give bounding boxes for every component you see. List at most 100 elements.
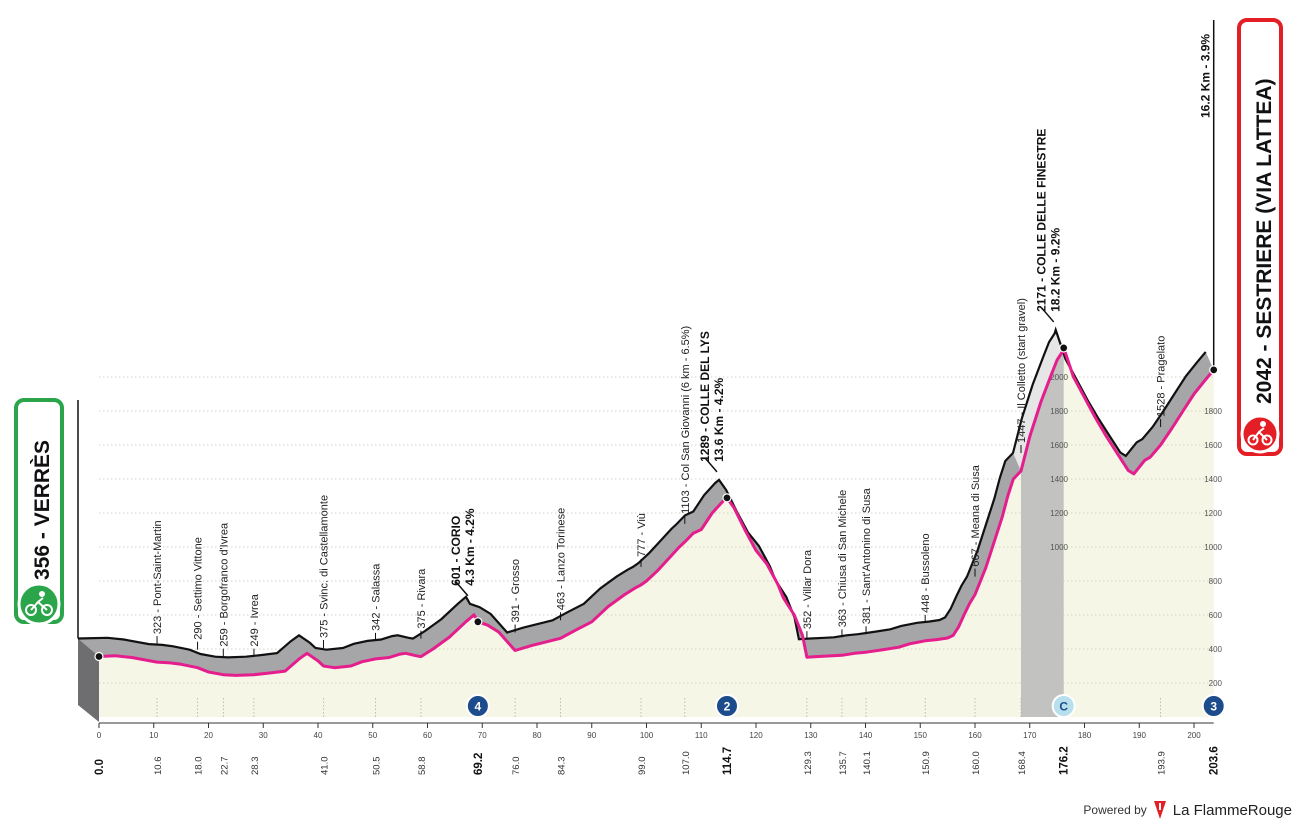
altitude-tick-label: 1400 <box>1050 475 1068 484</box>
poi-label: 2171 - COLLE DELLE FINESTRE <box>1035 129 1049 312</box>
altitude-tick-label: 1400 <box>1204 475 1222 484</box>
climb-badge-label: C <box>1059 700 1068 714</box>
kom-marker <box>473 617 483 627</box>
cyclist-icon-glyph <box>1247 421 1273 446</box>
climb-badge-label: 4 <box>475 700 482 714</box>
profile-top-edge <box>77 326 1207 659</box>
flamme-rouge-icon <box>1153 801 1166 819</box>
poi-label: 352 - Villar Dora <box>802 549 814 629</box>
points-of-interest-layer: 323 - Pont-Saint-Martin 290 - Settimo Vit… <box>94 34 1219 662</box>
start-badge: 356 - VERRÈS <box>14 398 64 626</box>
poi-label: 381 - Sant'Antonino di Susa <box>861 487 873 624</box>
poi-label: 391 - Grosso <box>510 559 522 623</box>
km-axis-tick-label: 180 <box>1078 731 1092 740</box>
start-marker <box>94 651 104 662</box>
poi-km-label: 50.5 <box>371 757 382 776</box>
poi-label: 601 - CORIO <box>449 516 463 586</box>
start-badge-label: 356 - VERRÈS <box>31 440 54 580</box>
altitude-tick-label: 600 <box>1209 611 1223 620</box>
powered-by-text: Powered by <box>1083 803 1147 817</box>
finish-badge: 2042 - SESTRIERE (VIA LATTEA) <box>1237 18 1283 456</box>
altitude-tick-label: 400 <box>1209 645 1223 654</box>
cyclist-icon-glyph <box>25 591 53 616</box>
chart-background-layer: 1000 1200 1400 1600 1800 2000 200 400 600 800 1000… <box>99 347 1223 717</box>
km-axis-tick-label: 120 <box>749 731 763 740</box>
poi-label: 290 - Settimo Vittone <box>193 537 205 640</box>
poi-km-label: 176.2 <box>1059 746 1071 775</box>
altitude-tick-label: 1600 <box>1050 441 1068 450</box>
poi-km-label: 58.8 <box>417 757 428 776</box>
poi-label: 259 - Borgofranco d'Ivrea <box>218 522 230 647</box>
kom-leader-line <box>704 457 718 473</box>
altitude-tick-label: 800 <box>1209 577 1223 586</box>
poi-km-label: 150.9 <box>921 751 932 775</box>
start-wall <box>78 638 99 722</box>
poi-km-label: 168.4 <box>1017 751 1028 775</box>
km-axis-tick-label: 10 <box>149 731 158 740</box>
km-axis-tick-label: 110 <box>695 731 708 740</box>
poi-km-label: 114.7 <box>722 747 734 775</box>
poi-sub-label: 13.6 Km - 4.2% <box>712 377 726 461</box>
poi-km-label: 193.9 <box>1157 751 1168 775</box>
climb-badge <box>1051 694 1076 718</box>
poi-label: 1528 - Pragelato <box>1156 336 1168 417</box>
poi-label: 777 - Viù <box>636 513 648 557</box>
altitude-tick-label: 1000 <box>1204 543 1222 552</box>
km-axis-tick-label: 20 <box>204 731 213 740</box>
poi-km-label: 22.7 <box>219 757 230 776</box>
poi-sub-label: 18.2 Km - 9.2% <box>1049 228 1063 312</box>
poi-km-label: 160.0 <box>971 751 982 775</box>
poi-km-label: 41.0 <box>319 757 330 776</box>
poi-km-label: 84.3 <box>557 757 568 776</box>
kom-marker <box>1059 343 1069 353</box>
poi-label: 249 - Ivrea <box>249 593 261 646</box>
altitude-tick-label: 200 <box>1209 679 1223 688</box>
climb-badges-layer: 4 2 C 3 <box>465 694 1226 718</box>
poi-km-label: 129.3 <box>803 751 814 775</box>
poi-label: 323 - Pont-Saint-Martin <box>152 520 164 634</box>
poi-label: 375 - Svinc. di Castellamonte <box>318 495 330 638</box>
km-axis-tick-label: 80 <box>533 731 542 740</box>
poi-label: 1447 - Il Colletto (start gravel) <box>1016 298 1028 443</box>
km-axis-layer: 0 10 20 30 40 50 60 70 80 90 100 110 120 130 140 150 160… <box>94 722 1221 776</box>
altitude-tick-label: 1600 <box>1204 441 1222 450</box>
brand-text: La FlammeRouge <box>1172 801 1292 819</box>
poi-km-label: 76.0 <box>511 757 522 776</box>
poi-label: 1103 - Col San Giovanni (6 km - 6.5%) <box>680 326 692 514</box>
poi-km-label: 140.1 <box>862 751 873 775</box>
altitude-tick-label: 1800 <box>1204 407 1222 416</box>
ground-area <box>99 347 1214 717</box>
climb-badge <box>465 694 490 718</box>
poi-km-label: 18.0 <box>194 757 205 776</box>
footer: Powered by La FlammeRouge <box>1083 801 1292 819</box>
altitude-tick-label: 1800 <box>1050 407 1068 416</box>
altitude-tick-label: 1000 <box>1050 543 1068 552</box>
poi-km-label: 69.2 <box>473 753 485 775</box>
climb-badge <box>714 694 739 718</box>
finish-badge-label: 2042 - SESTRIERE (VIA LATTEA) <box>1253 78 1276 404</box>
km-axis-tick-label: 170 <box>1023 731 1037 740</box>
kom-marker <box>722 493 732 503</box>
profile-elevation-line <box>98 346 1215 677</box>
poi-km-label: 203.6 <box>1209 746 1221 775</box>
poi-km-label: 10.6 <box>153 757 164 776</box>
poi-label: 342 - Salassa <box>370 563 382 631</box>
climb-badge <box>1201 694 1226 718</box>
climb-badge-label: 3 <box>1210 700 1217 714</box>
poi-label: 667 - Meana di Susa <box>970 464 982 566</box>
gravel-band <box>1013 329 1064 471</box>
poi-sub-label: 4.3 Km - 4.2% <box>463 508 477 586</box>
km-axis-tick-label: 140 <box>859 731 873 740</box>
km-axis-tick-label: 130 <box>804 731 818 740</box>
km-axis-tick-label: 100 <box>640 731 654 740</box>
km-axis-tick-label: 200 <box>1187 731 1201 740</box>
climb-badge-label: 2 <box>724 700 731 714</box>
km-axis-tick-label: 160 <box>968 731 982 740</box>
kom-leader-line <box>455 581 469 597</box>
km-axis-tick-label: 190 <box>1133 731 1147 740</box>
km-axis-tick-label: 90 <box>587 731 596 740</box>
altitude-tick-label: 1200 <box>1050 509 1068 518</box>
km-axis-tick-label: 60 <box>423 731 432 740</box>
altitude-tick-label: 1200 <box>1204 509 1222 518</box>
